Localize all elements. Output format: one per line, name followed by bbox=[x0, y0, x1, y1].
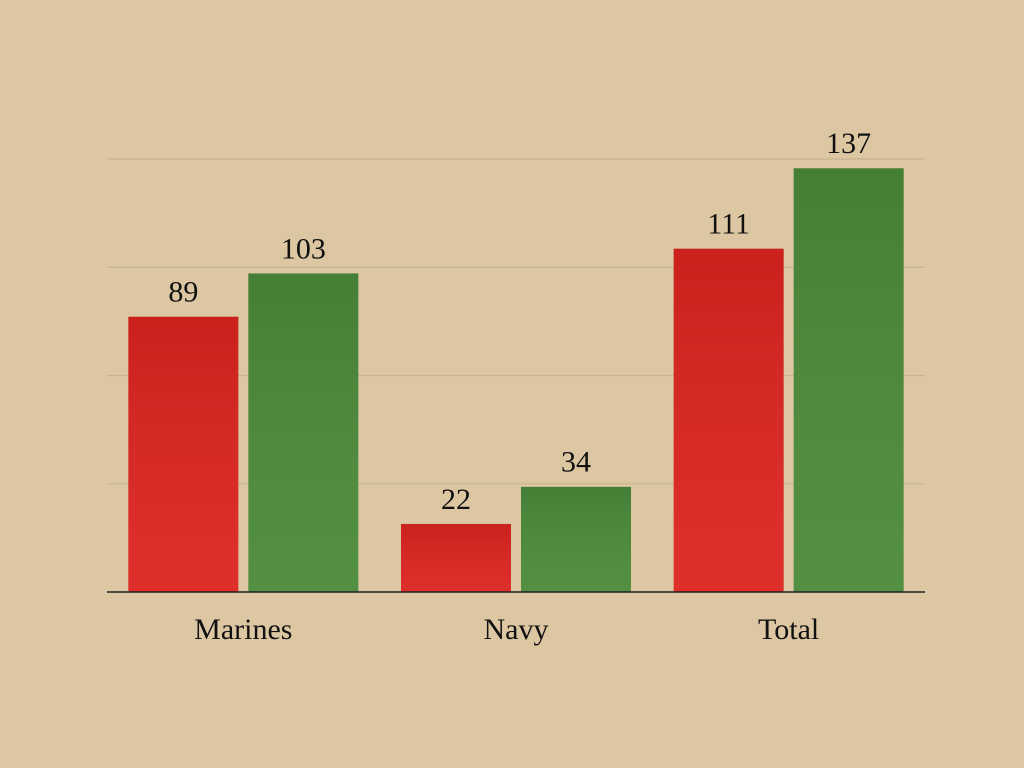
bar-shade bbox=[793, 168, 904, 592]
bar-shade bbox=[521, 486, 631, 592]
bar-shade bbox=[673, 248, 784, 592]
data-label: 103 bbox=[281, 232, 326, 265]
data-label: 34 bbox=[561, 446, 591, 479]
data-label: 89 bbox=[168, 276, 198, 309]
data-label: 22 bbox=[441, 483, 471, 516]
data-label: 137 bbox=[826, 127, 871, 160]
bar-shade bbox=[401, 523, 511, 592]
bar-shade bbox=[128, 316, 239, 592]
x-tick-label: Navy bbox=[484, 613, 549, 646]
x-tick-label: Marines bbox=[194, 613, 292, 646]
bar-shade bbox=[248, 273, 359, 592]
x-tick-label: Total bbox=[758, 613, 819, 646]
data-label: 111 bbox=[707, 208, 750, 241]
